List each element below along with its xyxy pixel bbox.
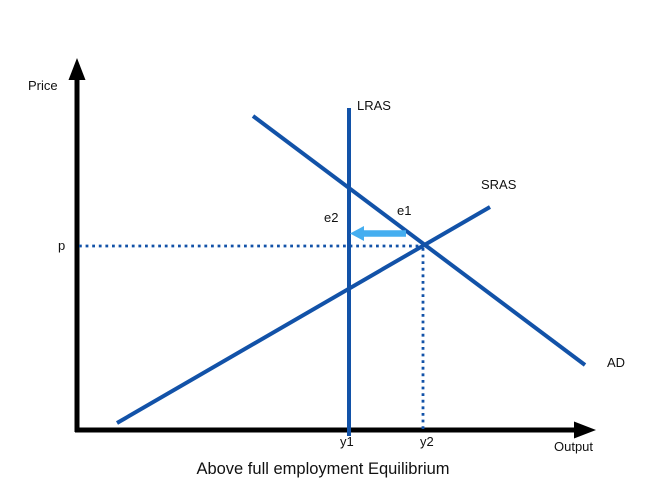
- equilibrium-e2-label: e2: [324, 210, 339, 225]
- output-y2-label: y2: [420, 434, 434, 449]
- equilibrium-e1-label: e1: [397, 203, 412, 218]
- ad-curve: [251, 114, 587, 367]
- sras-curve-label: SRAS: [481, 177, 517, 192]
- diagram-title: Above full employment Equilibrium: [196, 460, 450, 478]
- ad-curve-label: AD: [607, 355, 626, 370]
- price-level-label: p: [58, 238, 66, 253]
- y-axis-arrowhead-icon: [68, 58, 86, 80]
- shift-arrow-head-icon: [350, 226, 364, 241]
- x-axis-label: Output: [554, 439, 594, 454]
- y-axis-label: Price: [28, 78, 58, 93]
- output-y1-label: y1: [340, 434, 354, 449]
- sras-curve: [115, 205, 492, 425]
- lras-curve-label: LRAS: [357, 98, 391, 113]
- x-axis-arrowhead-icon: [574, 421, 596, 439]
